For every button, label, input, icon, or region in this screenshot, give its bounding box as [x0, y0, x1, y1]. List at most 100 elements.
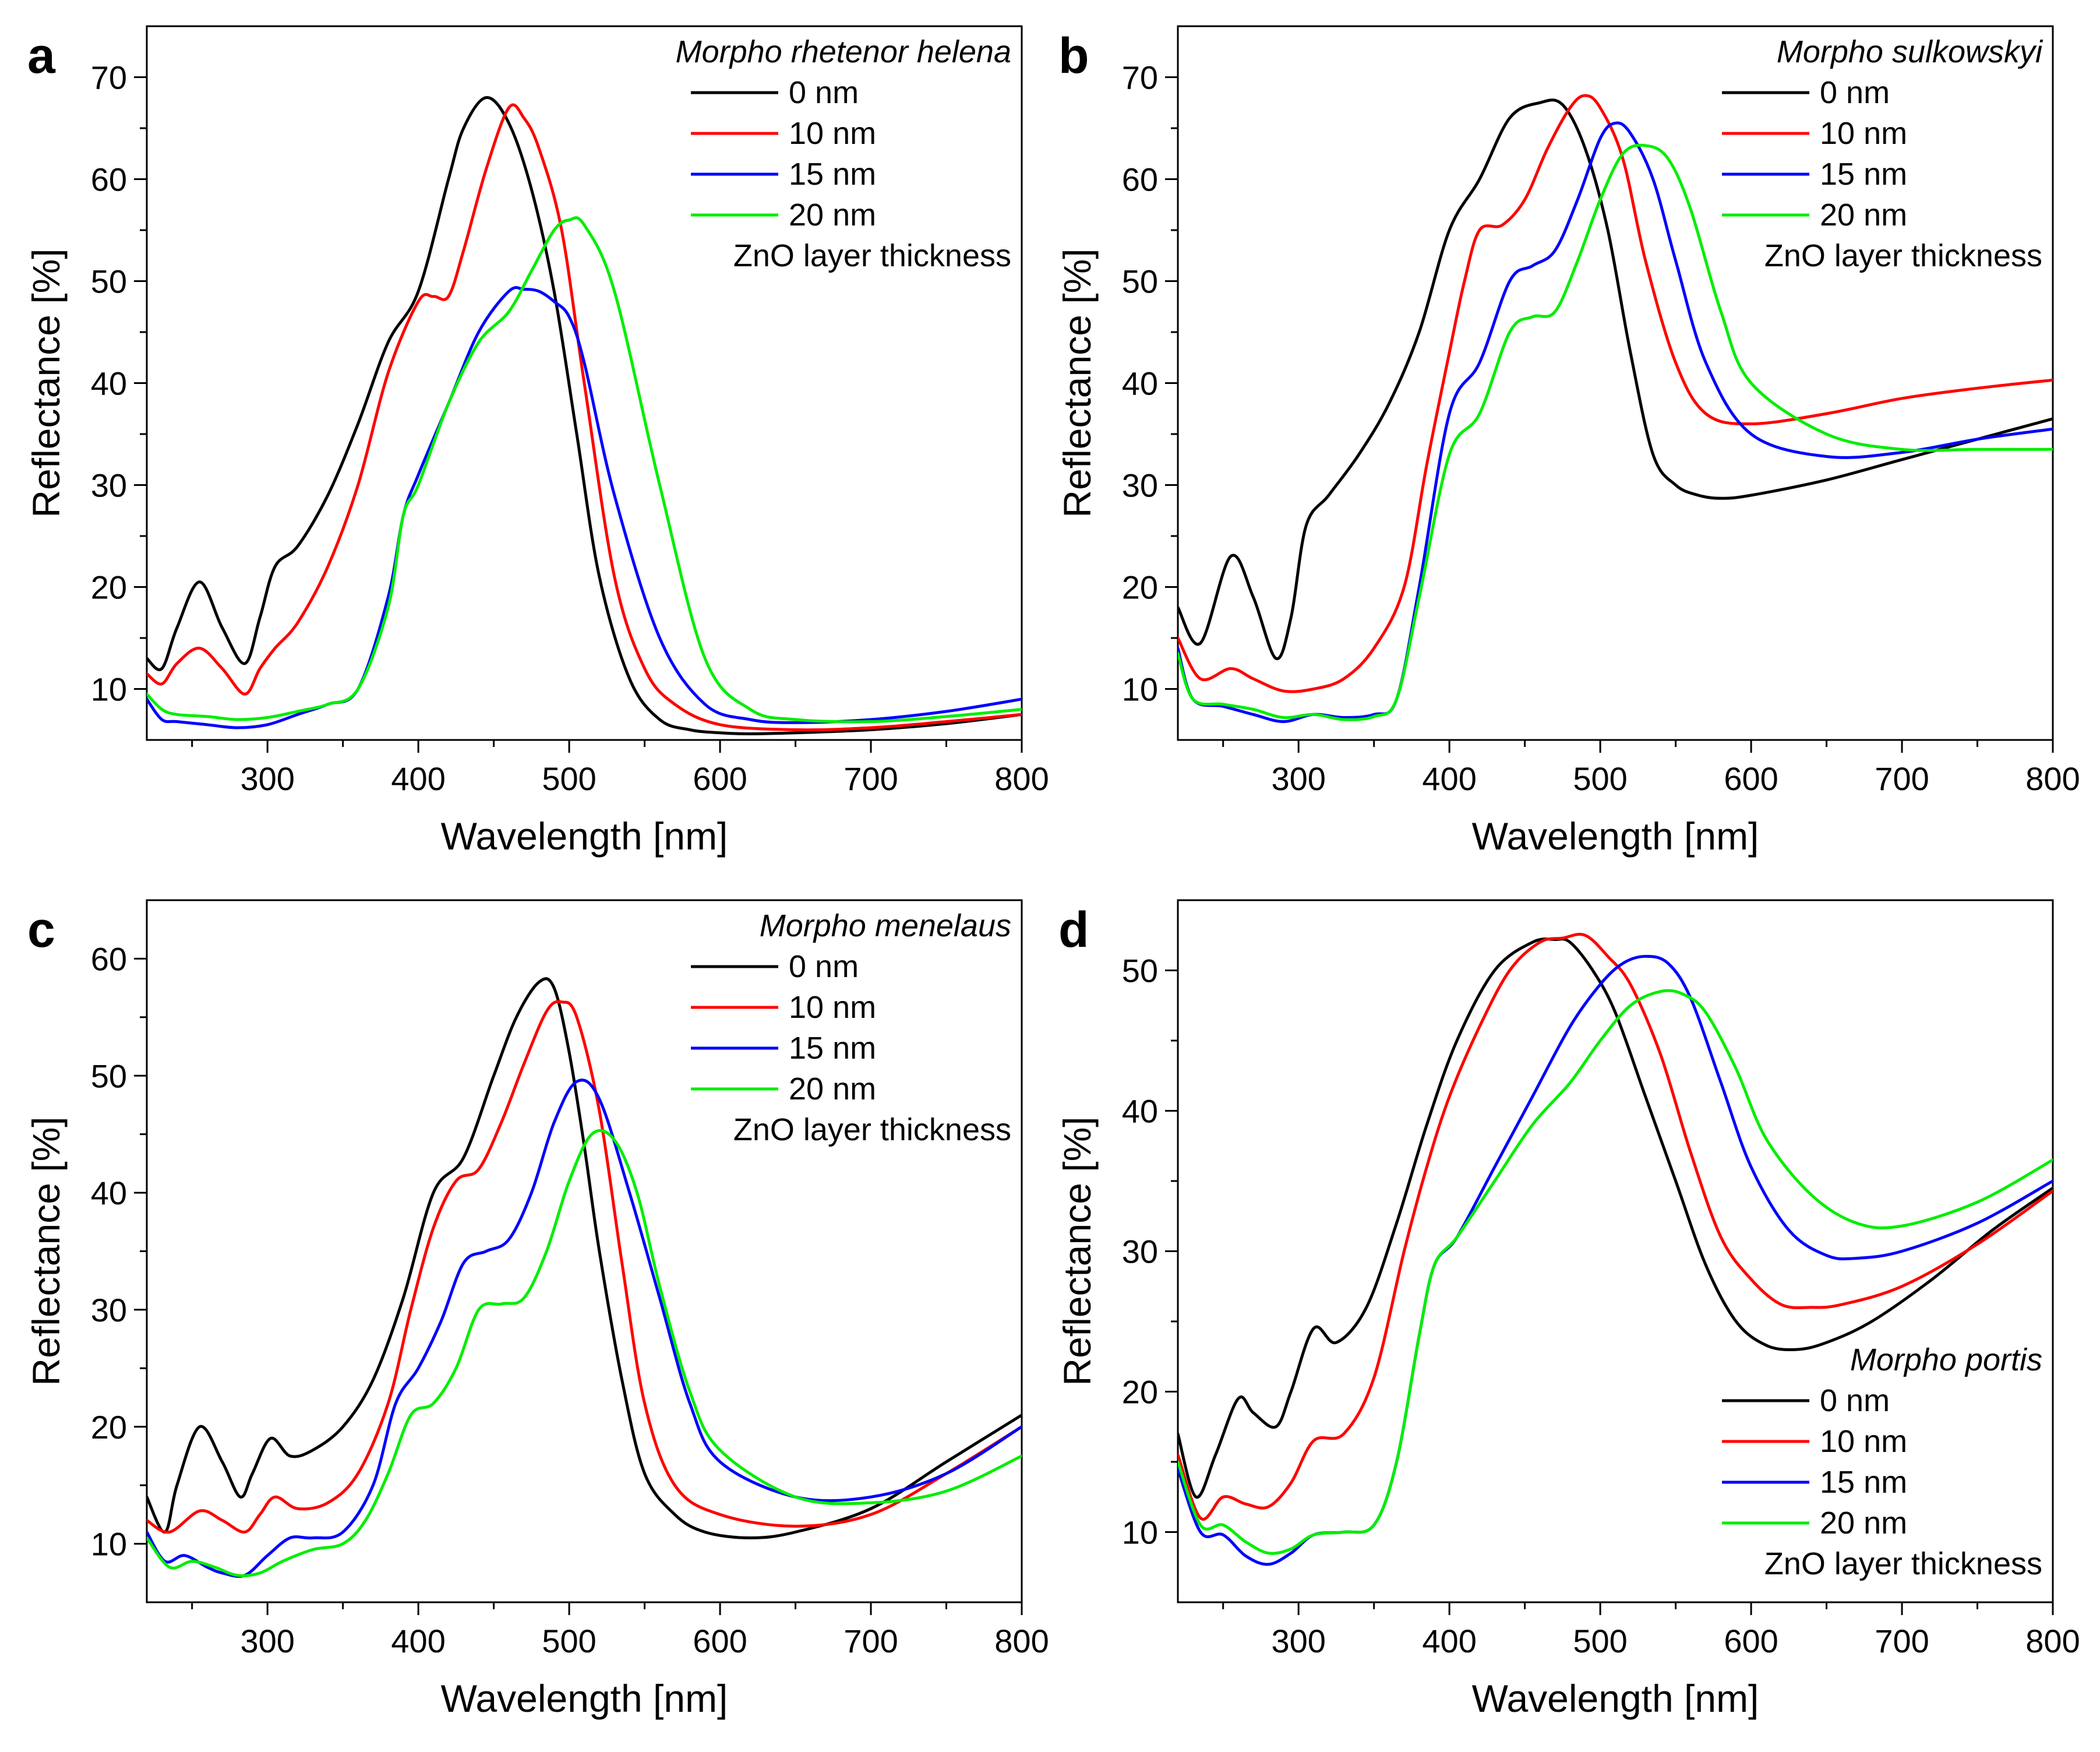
y-tick-label: 20 [91, 569, 127, 606]
series-line-20-nm [147, 216, 1022, 724]
y-tick-label: 30 [91, 467, 127, 504]
y-tick-label: 10 [1122, 671, 1158, 708]
x-tick-label: 600 [1724, 1623, 1778, 1659]
y-tick-label: 60 [91, 940, 127, 977]
y-tick-label: 70 [1122, 59, 1158, 96]
x-axis-label: Wavelength [nm] [1472, 815, 1759, 858]
legend-entry: 10 nm [1820, 1424, 1907, 1459]
series-line-15-nm [147, 1078, 1022, 1578]
x-tick-label: 600 [693, 760, 747, 797]
legend-entry: 10 nm [789, 116, 876, 151]
x-tick-label: 500 [542, 760, 596, 797]
series-line-0-nm [147, 977, 1022, 1539]
y-axis-label: Reflectance [%] [1056, 1116, 1099, 1386]
legend-entry: 0 nm [789, 949, 859, 984]
y-tick-label: 10 [1122, 1514, 1158, 1551]
x-tick-label: 800 [2025, 760, 2080, 797]
y-tick-label: 50 [91, 1057, 127, 1094]
x-tick-label: 600 [693, 1623, 747, 1659]
series-line-10-nm [1178, 933, 2053, 1521]
legend: Morpho rhetenor helena 0 nm 10 nm 15 nm 20 n… [676, 34, 1011, 273]
series-group [147, 96, 1022, 735]
chart-panel-a: 300 400 500 600 700 800 10 20 30 40 50 60 70 Waveleng… [24, 25, 1049, 858]
legend-entry: 0 nm [789, 75, 859, 110]
x-tick-label: 300 [1271, 760, 1325, 797]
legend-title: Morpho rhetenor helena [676, 34, 1011, 69]
y-tick-label: 20 [1122, 1374, 1158, 1411]
series-line-10-nm [147, 1000, 1022, 1534]
chart-panel-d: 300 400 500 600 700 800 10 20 30 40 50 Wavelength [… [1056, 899, 2080, 1720]
x-tick-label: 700 [1875, 760, 1929, 797]
x-tick-label: 800 [2025, 1623, 2080, 1659]
plot-frame [1177, 899, 2054, 1603]
x-tick-label: 500 [1573, 760, 1627, 797]
x-tick-label: 500 [542, 1623, 596, 1659]
series-line-15-nm [147, 286, 1022, 729]
legend-footer: ZnO layer thickness [1764, 1546, 2042, 1581]
y-tick-label: 50 [1122, 263, 1158, 300]
legend-entry: 15 nm [789, 1031, 876, 1066]
series-line-20-nm [1178, 989, 2053, 1555]
legend-entry: 20 nm [1820, 1506, 1907, 1541]
legend-title: Morpho menelaus [760, 908, 1011, 943]
legend-entry: 0 nm [1820, 1383, 1890, 1418]
x-tick-label: 400 [1422, 1623, 1476, 1659]
x-axis-label: Wavelength [nm] [441, 815, 728, 858]
y-tick-label: 10 [91, 1526, 127, 1563]
x-tick-label: 700 [1875, 1623, 1929, 1659]
y-tick-label: 40 [91, 365, 127, 402]
legend: Morpho menelaus 0 nm 10 nm 15 nm 20 nm ZnO la… [691, 908, 1011, 1147]
legend-title: Morpho portis [1850, 1342, 2042, 1377]
series-line-20-nm [147, 1129, 1022, 1577]
series-group [147, 977, 1022, 1578]
x-tick-label: 500 [1573, 1623, 1627, 1659]
x-tick-label: 300 [240, 1623, 294, 1659]
x-tick-label: 400 [391, 760, 445, 797]
x-axis-label: Wavelength [nm] [1472, 1677, 1759, 1720]
legend-footer: ZnO layer thickness [733, 238, 1011, 273]
legend-footer: ZnO layer thickness [1764, 238, 2042, 273]
panel-letter: c [27, 902, 55, 958]
x-tick-label: 300 [1271, 1623, 1325, 1659]
legend-entry: 0 nm [1820, 75, 1890, 110]
y-tick-label: 50 [1122, 953, 1158, 989]
legend-entry: 10 nm [1820, 116, 1907, 151]
y-tick-label: 60 [1122, 161, 1158, 198]
legend-entry: 20 nm [789, 1071, 876, 1106]
series-line-10-nm [147, 103, 1022, 732]
legend-entry: 15 nm [1820, 157, 1907, 192]
legend: Morpho sulkowskyi 0 nm 10 nm 15 nm 20 nm ZnO … [1722, 34, 2043, 273]
x-tick-label: 600 [1724, 760, 1778, 797]
x-tick-label: 700 [843, 760, 898, 797]
legend-title: Morpho sulkowskyi [1777, 34, 2043, 69]
series-line-0-nm [147, 96, 1022, 735]
x-tick-label: 300 [240, 760, 294, 797]
y-tick-label: 70 [91, 59, 127, 96]
legend-entry: 10 nm [789, 990, 876, 1025]
series-line-0-nm [1178, 937, 2053, 1499]
y-tick-label: 40 [1122, 1093, 1158, 1130]
legend-entry: 20 nm [789, 198, 876, 232]
y-tick-label: 60 [91, 161, 127, 198]
y-tick-label: 30 [91, 1292, 127, 1328]
y-tick-label: 30 [1122, 467, 1158, 504]
y-tick-label: 40 [91, 1175, 127, 1211]
panel-letter: a [27, 28, 56, 84]
legend: Morpho portis 0 nm 10 nm 15 nm 20 nm ZnO laye… [1722, 1342, 2042, 1581]
panel-letter: b [1058, 28, 1089, 84]
x-tick-label: 700 [843, 1623, 898, 1659]
legend-footer: ZnO layer thickness [733, 1112, 1011, 1147]
series-line-15-nm [1178, 121, 2053, 723]
y-axis-label: Reflectance [%] [24, 248, 68, 517]
series-group [1178, 94, 2053, 723]
x-tick-label: 400 [391, 1623, 445, 1659]
panel-letter: d [1058, 902, 1089, 958]
plot-frame [1177, 25, 2054, 741]
legend-entry: 20 nm [1820, 198, 1907, 232]
series-line-10-nm [1178, 94, 2053, 693]
x-tick-label: 800 [994, 760, 1049, 797]
y-axis-label: Reflectance [%] [24, 1116, 68, 1386]
x-tick-label: 800 [994, 1623, 1049, 1659]
legend-entry: 15 nm [1820, 1465, 1907, 1500]
